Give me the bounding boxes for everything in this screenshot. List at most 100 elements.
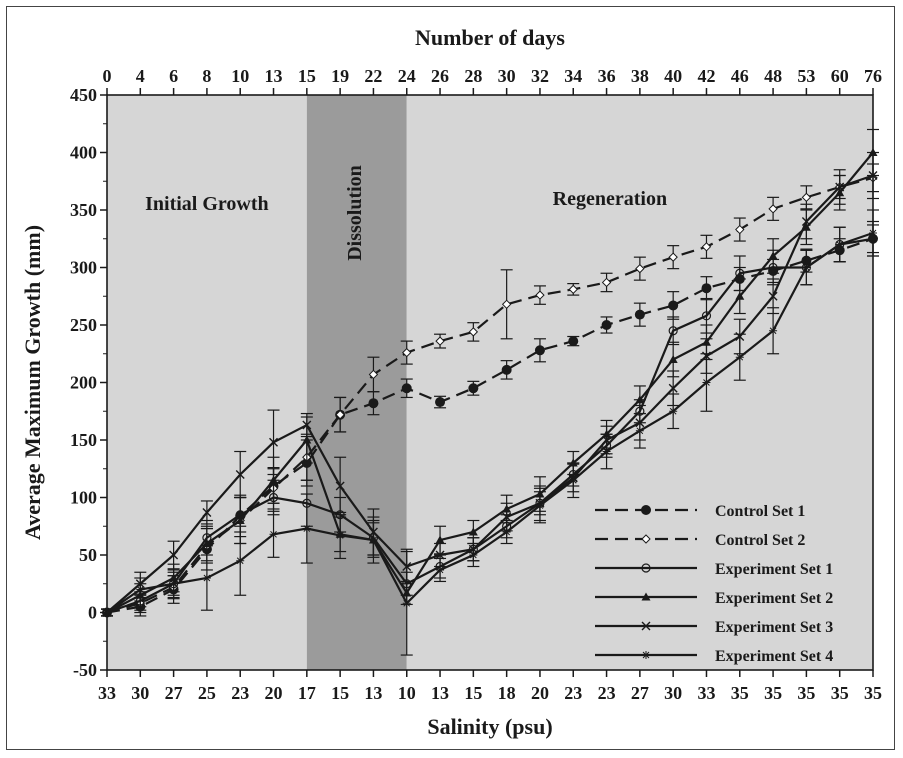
data-point <box>468 383 479 394</box>
top-tick-label: 36 <box>598 66 616 86</box>
data-point <box>368 398 379 409</box>
legend-item-5: Experiment Set 4 <box>595 648 833 665</box>
legend-label: Experiment Set 1 <box>715 561 833 578</box>
y-tick-label: 100 <box>70 488 97 508</box>
top-tick-label: 76 <box>864 66 882 86</box>
data-point <box>235 516 245 524</box>
data-point <box>436 565 445 574</box>
data-point <box>768 291 778 301</box>
legend-item-4: Experiment Set 3 <box>595 619 833 636</box>
data-point <box>668 300 679 311</box>
data-point <box>202 507 212 517</box>
top-tick-label: 24 <box>398 66 416 86</box>
x-tick-label: 23 <box>231 683 249 703</box>
data-point <box>569 476 578 485</box>
series-line-4 <box>106 174 874 614</box>
data-point <box>802 263 811 272</box>
y-tick-label: -50 <box>73 660 97 680</box>
top-tick-label: 34 <box>564 66 582 86</box>
series-5 <box>101 209 879 656</box>
data-point <box>568 336 579 347</box>
x-tick-label: 35 <box>731 683 749 703</box>
x-tick-label: 33 <box>697 683 715 703</box>
data-point <box>641 592 651 601</box>
y-tick-label: 200 <box>70 373 97 393</box>
data-point <box>769 326 778 335</box>
y-tick-label: 250 <box>70 315 97 335</box>
x-tick-label: 20 <box>265 683 283 703</box>
x-tick-label: 35 <box>864 683 882 703</box>
legend-item-1: Control Set 2 <box>595 532 805 549</box>
x-tick-label: 27 <box>165 683 183 703</box>
top-tick-label: 53 <box>797 66 815 86</box>
data-point <box>634 309 645 320</box>
data-point <box>401 383 412 394</box>
x-tick-label: 35 <box>797 683 815 703</box>
chart-frame: Initial Growth Dissolution Regeneration … <box>6 6 895 750</box>
top-tick-label: 0 <box>103 66 112 86</box>
x-tick-label: 20 <box>531 683 549 703</box>
data-point <box>602 447 611 456</box>
series-line-5 <box>106 231 874 614</box>
data-point <box>735 268 745 278</box>
data-point <box>169 579 178 588</box>
x-tick-label: 35 <box>831 683 849 703</box>
x-tick-label: 10 <box>398 683 416 703</box>
data-point <box>236 556 245 565</box>
data-point <box>668 326 678 336</box>
region-band-2 <box>406 95 873 670</box>
x-tick-label: 23 <box>564 683 582 703</box>
x-tick-label: 30 <box>131 683 149 703</box>
data-point <box>368 369 379 380</box>
data-point <box>402 599 411 608</box>
data-point <box>302 524 311 533</box>
data-point <box>641 534 651 544</box>
data-point <box>534 345 545 356</box>
y-tick-label: 0 <box>88 603 97 623</box>
data-point <box>535 501 544 510</box>
series-group <box>101 128 879 656</box>
x-tick-label: 18 <box>498 683 516 703</box>
data-point <box>835 182 845 192</box>
data-point <box>735 353 744 362</box>
top-tick-label: 30 <box>498 66 516 86</box>
x-tick-label: 15 <box>464 683 482 703</box>
top-tick-label: 22 <box>364 66 382 86</box>
data-point <box>768 204 778 214</box>
data-point <box>701 311 712 321</box>
data-point <box>502 512 512 522</box>
top-tick-label: 13 <box>265 66 283 86</box>
top-tick-label: 48 <box>764 66 782 86</box>
data-point <box>801 217 811 226</box>
data-point <box>169 550 179 560</box>
legend-item-3: Experiment Set 2 <box>595 590 833 607</box>
data-point <box>502 528 511 536</box>
data-point <box>302 420 312 430</box>
data-point <box>668 252 678 262</box>
data-point <box>641 505 651 515</box>
x-tick-label: 17 <box>298 683 316 703</box>
x-axis-title: Salinity (psu) <box>427 714 552 739</box>
legend-label: Experiment Set 2 <box>715 590 833 607</box>
legend: Control Set 1 Control Set 2 Experiment Set… <box>595 503 833 665</box>
data-point <box>269 530 278 539</box>
region-labels: Initial Growth Dissolution Regeneration <box>145 165 667 261</box>
data-point <box>501 364 512 375</box>
top-tick-label: 32 <box>531 66 549 86</box>
data-point <box>468 527 478 536</box>
top-tick-label: 40 <box>664 66 682 86</box>
region-label-dissolution: Dissolution <box>344 165 366 261</box>
data-point <box>668 355 678 363</box>
y-tick-label: 50 <box>79 545 97 565</box>
region-band-1 <box>306 95 407 670</box>
data-point <box>642 651 650 659</box>
x-tick-label: 13 <box>364 683 382 703</box>
x-tick-label: 35 <box>764 683 782 703</box>
data-point <box>835 240 844 249</box>
data-point <box>402 347 412 358</box>
data-point <box>768 251 778 260</box>
y-axis-title: Average Maximum Growth (mm) <box>20 225 45 540</box>
x-tick-label: 33 <box>98 683 116 703</box>
data-point <box>635 395 645 404</box>
